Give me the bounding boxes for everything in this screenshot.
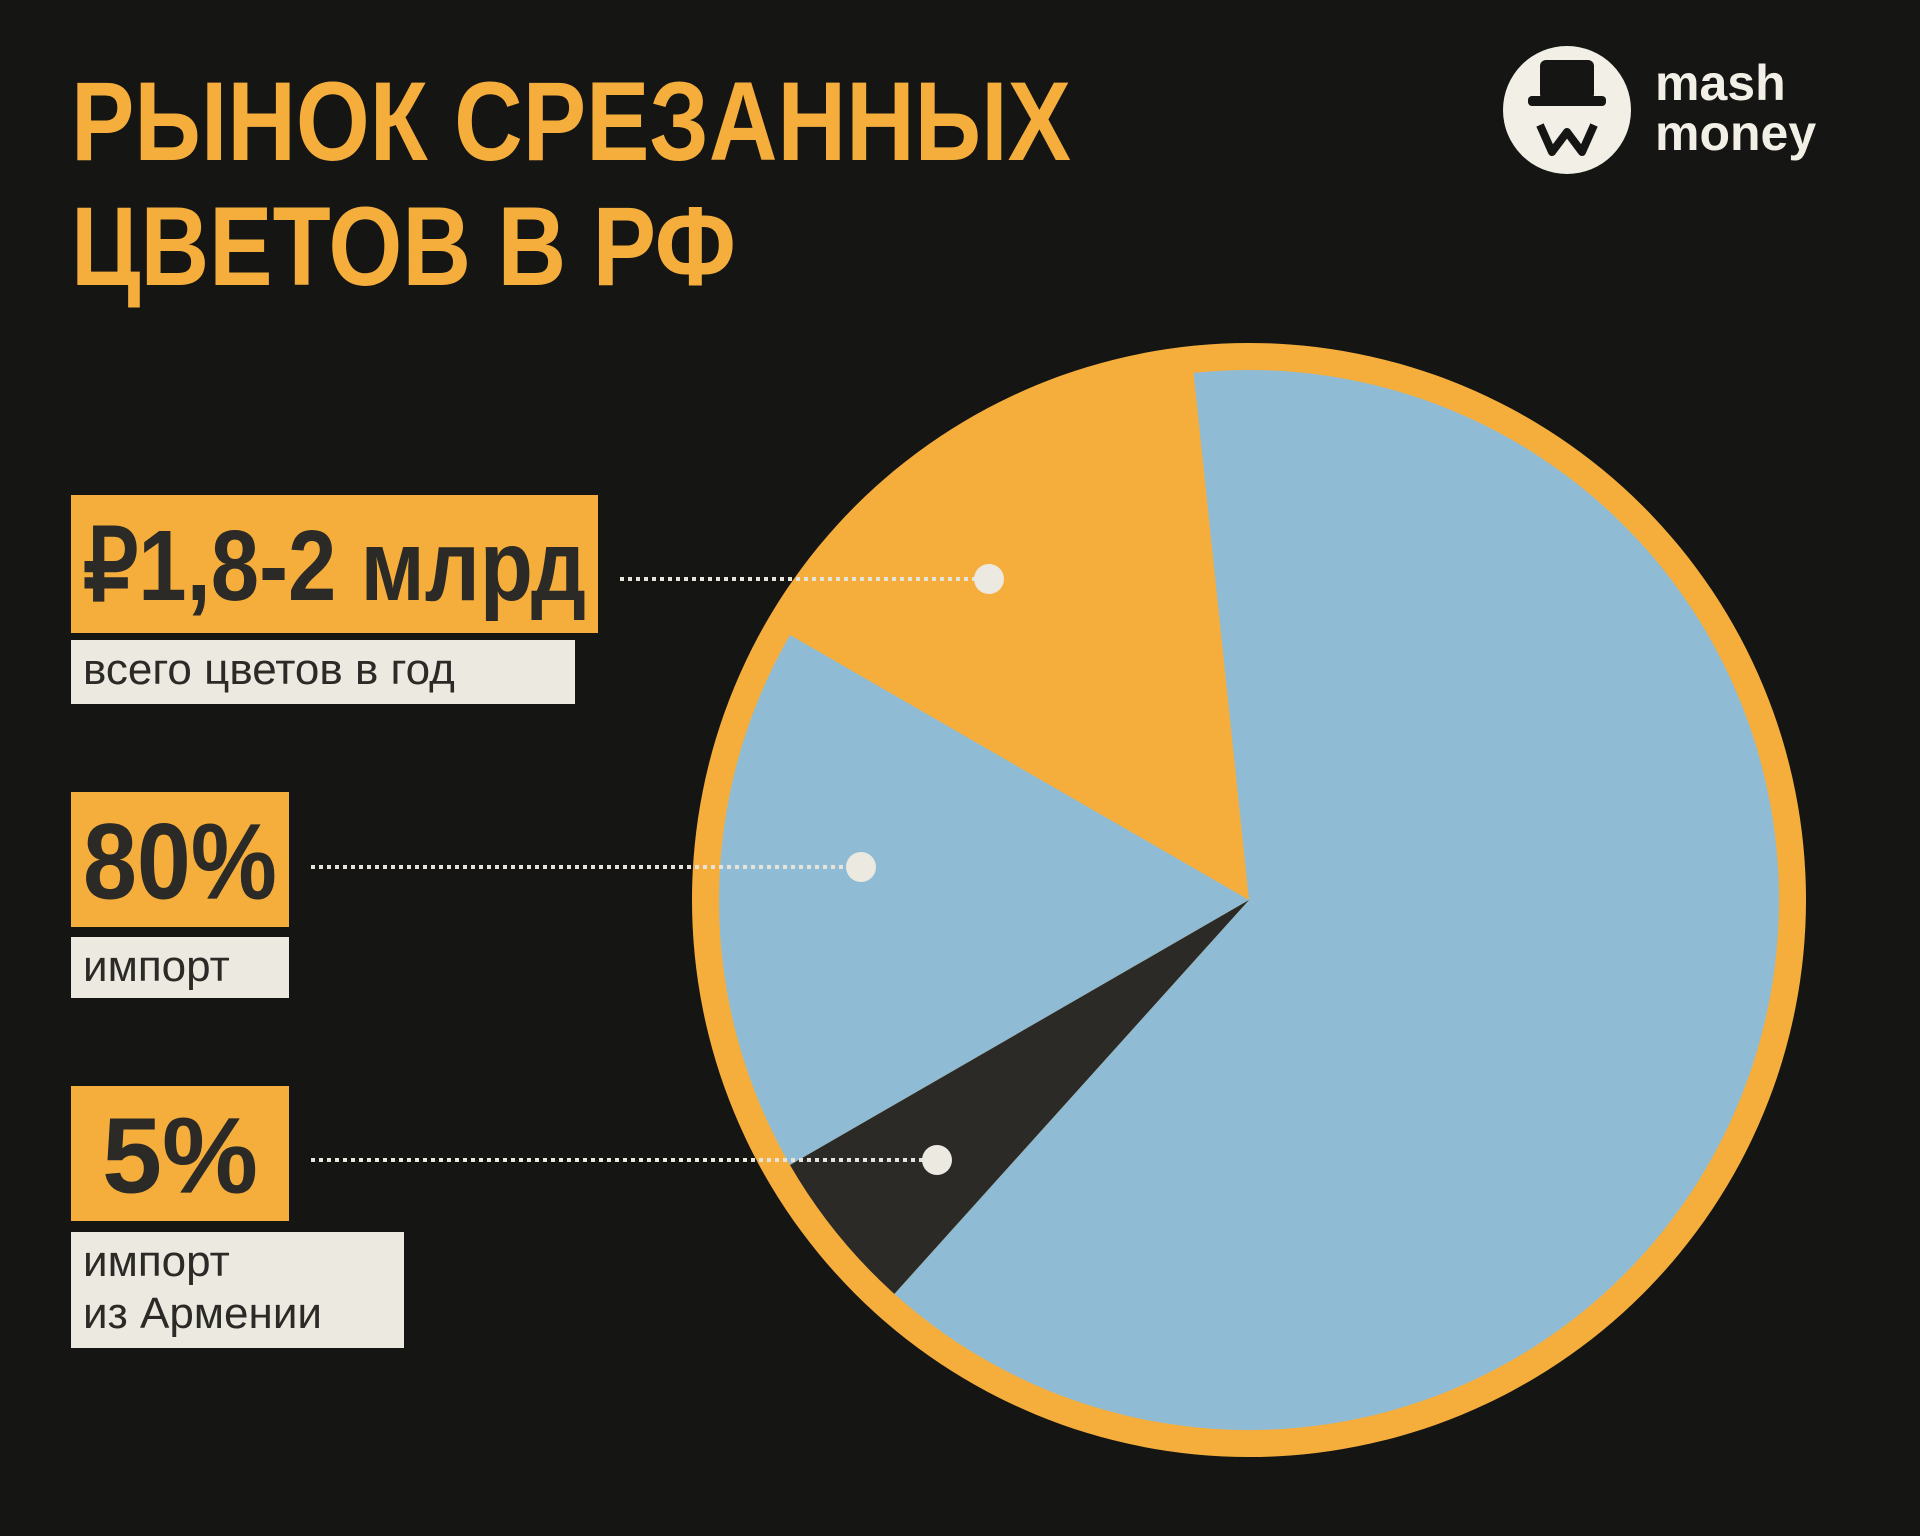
label-box [71, 792, 289, 927]
title-line: ЦВЕТОВ В РФ [71, 184, 736, 309]
brand-text: money [1655, 105, 1816, 161]
caption: из Армении [83, 1289, 322, 1338]
pointer-dot [846, 852, 876, 882]
logo-face [1536, 123, 1598, 156]
label-box [71, 495, 598, 633]
logo-badge [1503, 46, 1631, 174]
value-label: ₽1,8-2 млрд [83, 510, 586, 622]
pie-slice [719, 370, 1780, 1431]
label-box [71, 1086, 289, 1221]
brand-text: mash [1655, 55, 1786, 111]
pointer-dot [974, 564, 1004, 594]
caption: импорт [83, 942, 230, 991]
caption-box [71, 640, 575, 704]
caption: всего цветов в год [83, 645, 455, 694]
logo: mash money [1503, 46, 1816, 174]
logo-hat-brim [1528, 96, 1606, 106]
pointer-dot [922, 1145, 952, 1175]
caption-box [71, 937, 289, 998]
logo-hat [1540, 60, 1594, 100]
title-line: РЫНОК СРЕЗАННЫХ [71, 59, 1071, 184]
caption: импорт [83, 1237, 230, 1286]
value-label: 5% [102, 1094, 258, 1215]
value-label: 80% [83, 800, 277, 921]
pie-slice [790, 900, 1249, 1294]
pie-slice [790, 372, 1249, 900]
caption-box [71, 1232, 404, 1348]
